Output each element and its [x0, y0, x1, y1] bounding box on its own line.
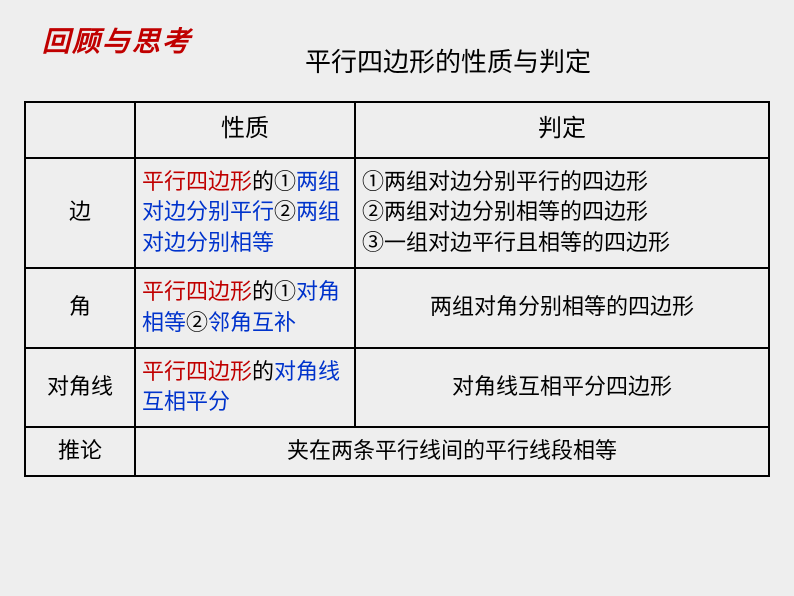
text-plain: ② [186, 310, 208, 335]
cell-edge-judgement: ①两组对边分别平行的四边形 ②两组对边分别相等的四边形 ③一组对边平行且相等的四… [355, 158, 769, 268]
text-plain: 的 [252, 359, 274, 384]
row-label-corollary: 推论 [25, 427, 135, 476]
table-header-row: 性质 判定 [25, 102, 769, 158]
cell-corollary-merged: 夹在两条平行线间的平行线段相等 [135, 427, 769, 476]
properties-table: 性质 判定 边 平行四边形的①两组对边分别平行②两组对边分别相等 ①两组对边分别… [24, 101, 770, 477]
text-plain: 的① [252, 169, 296, 194]
table-row: 角 平行四边形的①对角相等②邻角互补 两组对角分别相等的四边形 [25, 268, 769, 348]
judge-line: ②两组对边分别相等的四边形 [362, 197, 762, 228]
text-red: 平行四边形 [142, 359, 252, 384]
row-label-angle: 角 [25, 268, 135, 348]
judge-line: ①两组对边分别平行的四边形 [362, 167, 762, 198]
cell-angle-property: 平行四边形的①对角相等②邻角互补 [135, 268, 355, 348]
hdr-blank [25, 102, 135, 158]
row-label-edge: 边 [25, 158, 135, 268]
text-blue: 邻角互补 [208, 310, 296, 335]
cell-diagonal-property: 平行四边形的对角线互相平分 [135, 348, 355, 428]
hdr-judgement: 判定 [355, 102, 769, 158]
table-row: 边 平行四边形的①两组对边分别平行②两组对边分别相等 ①两组对边分别平行的四边形… [25, 158, 769, 268]
hdr-properties: 性质 [135, 102, 355, 158]
table-row: 对角线 平行四边形的对角线互相平分 对角线互相平分四边形 [25, 348, 769, 428]
row-label-diagonal: 对角线 [25, 348, 135, 428]
table-wrap: 性质 判定 边 平行四边形的①两组对边分别平行②两组对边分别相等 ①两组对边分别… [0, 87, 794, 477]
cell-angle-judgement: 两组对角分别相等的四边形 [355, 268, 769, 348]
text-plain: ② [274, 199, 296, 224]
text-plain: 的① [252, 279, 296, 304]
cell-diagonal-judgement: 对角线互相平分四边形 [355, 348, 769, 428]
header-area: 回顾与思考 平行四边形的性质与判定 [0, 0, 794, 87]
judge-line: ③一组对边平行且相等的四边形 [362, 228, 762, 259]
cell-edge-property: 平行四边形的①两组对边分别平行②两组对边分别相等 [135, 158, 355, 268]
text-red: 平行四边形 [142, 169, 252, 194]
text-red: 平行四边形 [142, 279, 252, 304]
table-row: 推论 夹在两条平行线间的平行线段相等 [25, 427, 769, 476]
